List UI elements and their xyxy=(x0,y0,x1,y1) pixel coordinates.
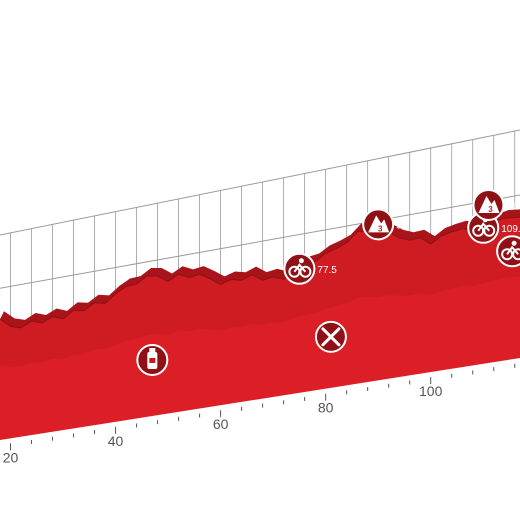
water-bottle-icon xyxy=(136,343,169,376)
x-tick-label: 40 xyxy=(108,433,124,449)
annotations: 77.5 3 91.3 109.1 3 110 xyxy=(136,188,520,376)
annotation-km-label: 77.5 xyxy=(317,265,337,276)
annotation-km-label: 91.3 xyxy=(396,220,416,231)
annotation-km-label: 109.1 xyxy=(501,224,520,235)
sprint-bike-icon xyxy=(283,252,316,285)
profile-ridge-line xyxy=(0,216,520,329)
elevation-profile xyxy=(0,209,520,440)
cutlery-icon xyxy=(314,320,347,353)
climb-mountain-icon: 3 xyxy=(472,188,505,221)
svg-text:3: 3 xyxy=(378,224,383,233)
grid-back-plane xyxy=(0,129,520,289)
grid-mid-line xyxy=(0,194,520,289)
annotation-km-label: 110 xyxy=(506,201,520,212)
sprint-bike-icon xyxy=(496,235,520,268)
x-axis-ticks: 20 40 60 80 100 xyxy=(3,363,516,465)
profile-shade xyxy=(0,217,520,367)
svg-text:3: 3 xyxy=(488,205,493,214)
x-tick-label: 100 xyxy=(419,383,443,399)
x-tick-label: 60 xyxy=(213,416,229,432)
profile-ridge-top xyxy=(0,209,520,328)
climb-mountain-icon: 3 xyxy=(362,208,395,241)
x-tick-label: 20 xyxy=(3,449,19,465)
grid-top-line xyxy=(0,129,520,236)
x-tick-label: 80 xyxy=(318,400,334,416)
